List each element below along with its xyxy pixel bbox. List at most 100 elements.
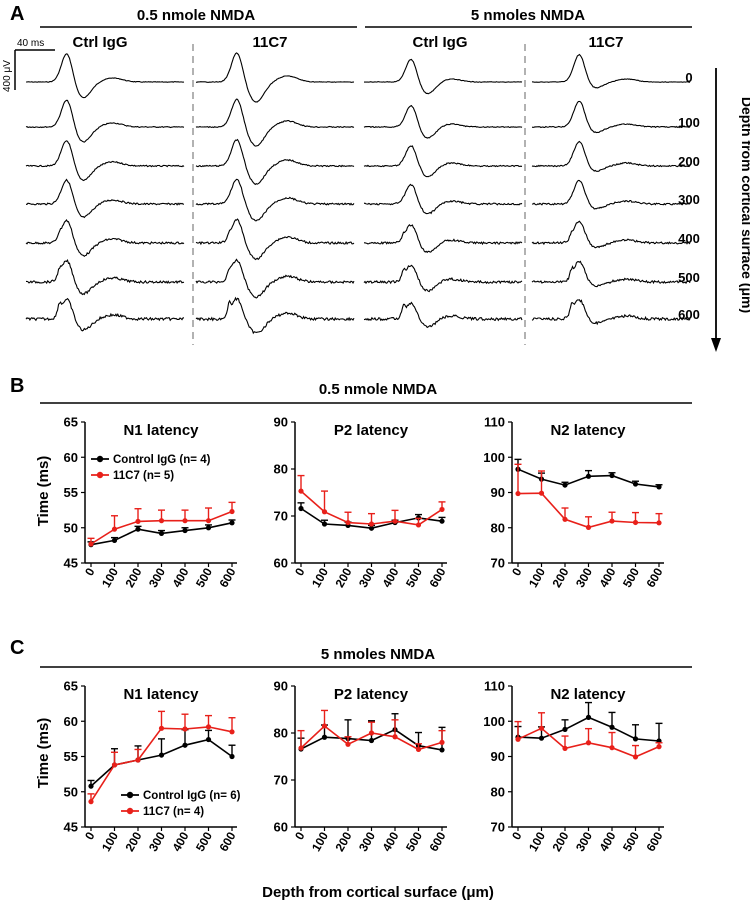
panel-a: A 0.5 nmole NMDA 5 nmoles NMDA Ctrl IgG … [2,3,750,352]
data-point [205,518,212,524]
y-tick-label: 110 [484,679,505,694]
y-tick-label: 50 [64,784,78,799]
data-point [609,745,615,751]
data-point [538,490,545,496]
x-tick-label: 100 [526,565,548,590]
legend-marker [126,791,134,799]
trace-col0-depth5 [26,259,185,296]
ylabel-c: Time (ms) [35,718,52,789]
x-tick-label: 300 [356,829,378,854]
data-point [229,753,235,760]
trace-col3-depth6 [531,299,691,326]
data-point [439,739,445,746]
legend: Control IgG (n= 4) 11C7 (n= 5) [91,454,211,482]
data-point [632,481,639,487]
x-tick-label: 300 [356,565,378,590]
y-tick-label: 90 [274,679,288,694]
col-title-ctrl-igg-high: Ctrl IgG [413,34,468,51]
chart-title: N1 latency [123,686,199,703]
y-tick-label: 80 [274,462,288,477]
data-point [182,518,188,524]
y-tick-label: 70 [274,509,288,524]
series-control-igg [514,458,663,490]
chart-title: N2 latency [550,422,626,439]
y-tick-label: 90 [491,485,505,500]
x-tick-label: 400 [169,829,191,854]
data-point [158,725,165,731]
trace-col2-depth5 [363,264,523,293]
panel-b-label: B [10,375,24,397]
col-title-11c7-high: 11C7 [588,34,623,51]
xlabel: Depth from cortical surface (μm) [262,884,494,901]
x-tick-label: 0 [292,829,308,842]
data-point [158,518,165,524]
x-tick-label: 0 [82,829,98,842]
data-point [515,736,521,742]
y-tick-label: 70 [491,820,505,835]
panel-a-label: A [10,3,24,25]
data-point [632,519,639,526]
x-tick-label: 100 [309,829,331,854]
x-tick-label: 100 [526,829,548,854]
depth-label: 0 [685,70,692,85]
x-tick-label: 300 [146,829,168,854]
trace-col1-depth4 [195,218,355,261]
x-tick-label: 0 [509,565,525,578]
data-point [656,484,662,490]
legend: Control IgG (n= 6) 11C7 (n= 4) [121,790,241,818]
chart-b-0: N1 latency 45 50 55 60 65 0 100 200 300 400 500 600 C… [64,415,239,590]
x-tick-label: 300 [146,565,168,590]
depth-label: 600 [678,307,700,322]
series-11c7 [87,710,236,805]
data-point [538,735,545,741]
y-tick-label: 55 [64,485,78,500]
data-point [345,519,351,526]
legend-label: 11C7 (n= 4) [143,806,204,818]
x-tick-label: 400 [379,565,401,590]
series-11c7 [297,709,446,753]
trace-col0-depth3 [26,178,185,219]
data-point [562,726,568,732]
trace-col0-depth6 [25,297,185,332]
x-tick-label: 100 [309,565,331,590]
trace-col3-depth5 [531,260,691,288]
trace-col0-depth1 [25,99,185,143]
trace-col3-depth1 [531,100,691,134]
x-tick-label: 0 [82,565,98,578]
x-tick-label: 500 [620,565,642,590]
ylabel-b: Time (ms) [35,456,52,527]
data-point [205,736,212,743]
x-tick-label: 400 [169,565,191,590]
data-point [585,524,592,530]
trace-col0-depth0 [26,53,185,99]
x-tick-label: 300 [573,829,595,854]
data-point [632,736,639,742]
scale-label-time: 40 ms [17,38,44,49]
depth-label: 400 [678,231,700,246]
trace-col1-depth1 [195,98,355,147]
y-tick-label: 90 [491,749,505,764]
depth-axis-label: Depth from cortical surface (μm) [739,97,750,313]
y-tick-label: 90 [274,415,288,430]
data-point [585,740,592,746]
data-point [158,530,165,536]
data-point [88,541,94,547]
trace-col3-depth0 [531,53,691,89]
series-11c7 [514,463,663,530]
series-control-igg [87,519,236,548]
data-point [135,518,141,525]
legend-label: Control IgG (n= 6) [143,790,241,802]
series-11c7 [514,712,663,760]
data-point [439,747,445,753]
x-tick-label: 600 [426,829,448,854]
panel-c-label: C [10,637,24,659]
data-point [321,509,328,515]
depth-arrow-head [711,338,721,352]
y-tick-label: 50 [64,520,78,535]
trace-col3-depth4 [531,220,691,249]
x-tick-label: 200 [122,565,144,590]
data-point [515,490,521,497]
x-tick-label: 500 [403,829,425,854]
